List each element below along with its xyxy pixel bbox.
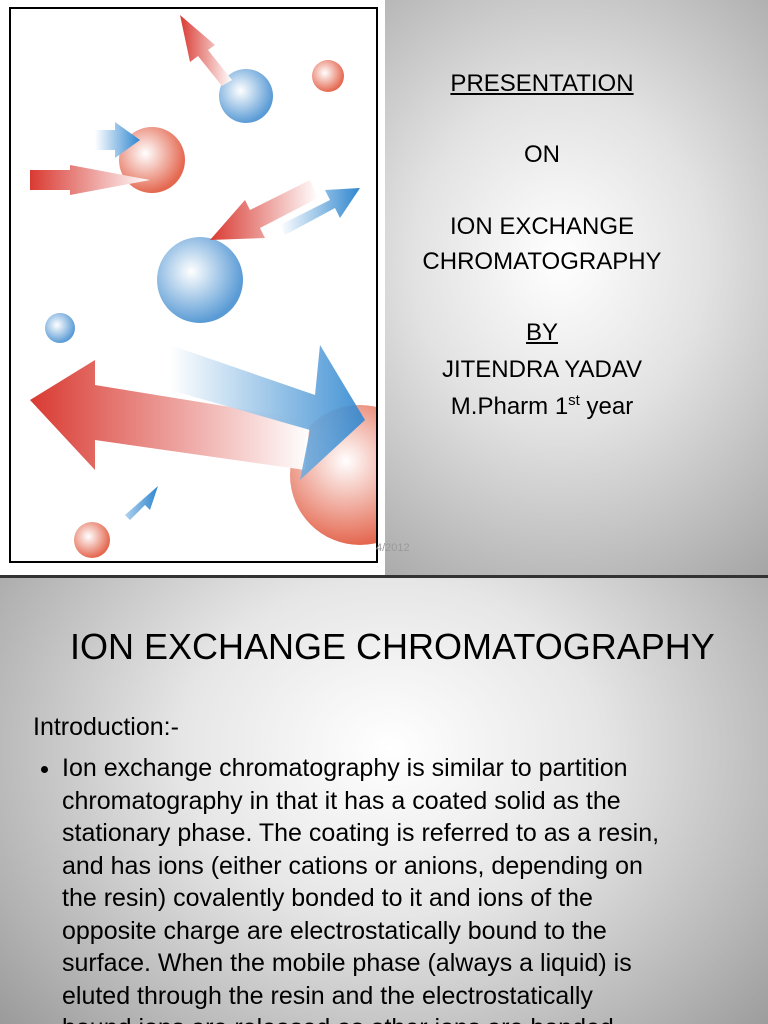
bullet-line: and has ions (either cations or anions, … — [62, 851, 643, 880]
bullet-list: Ion exchange chromatography is similar t… — [34, 752, 659, 1024]
bullet-line: stationary phase. The coating is referre… — [62, 819, 660, 847]
bullet-line: the resin) covalently bonded to it and i… — [62, 884, 593, 912]
author: JITENDRA YADAV — [441, 356, 643, 383]
bullet-line: chromatography in that it has a coated s… — [62, 786, 621, 815]
course: M.Pharm 1st year — [451, 392, 633, 421]
topic-line: CHROMATOGRAPHY — [422, 248, 662, 275]
course-main: M.Pharm 1 — [450, 393, 569, 420]
bullet-line: opposite charge are electrostatically bo… — [62, 916, 607, 945]
topic-line: ION EXCHANGE — [449, 213, 635, 240]
subtitle: Introduction:- — [33, 713, 179, 741]
bullet-line: Ion exchange chromatography is similar t… — [62, 754, 628, 782]
bullet-line: eluted through the resin and the electro… — [62, 981, 593, 1010]
heading: PRESENTATION — [450, 70, 634, 97]
title-slide: PRESENTATION ON ION EXCHANGE CHROMATOGRA… — [0, 0, 768, 575]
content-slide: ION EXCHANGE CHROMATOGRAPHY Introduction… — [0, 578, 768, 1024]
course-rest: year — [579, 393, 634, 420]
connector: ON — [524, 141, 560, 168]
by: BY — [525, 319, 559, 346]
date: 4/2012 — [376, 542, 410, 554]
slide-title: ION EXCHANGE CHROMATOGRAPHY — [70, 626, 715, 667]
bullet-line: surface. When the mobile phase (always a… — [62, 949, 632, 977]
bullet: Ion exchange chromatography is similar t… — [62, 752, 659, 1024]
bullet-line: bound ions are released as other ions ar… — [62, 1012, 659, 1024]
cover-illustration — [0, 0, 385, 575]
course-sup: st — [568, 392, 580, 409]
